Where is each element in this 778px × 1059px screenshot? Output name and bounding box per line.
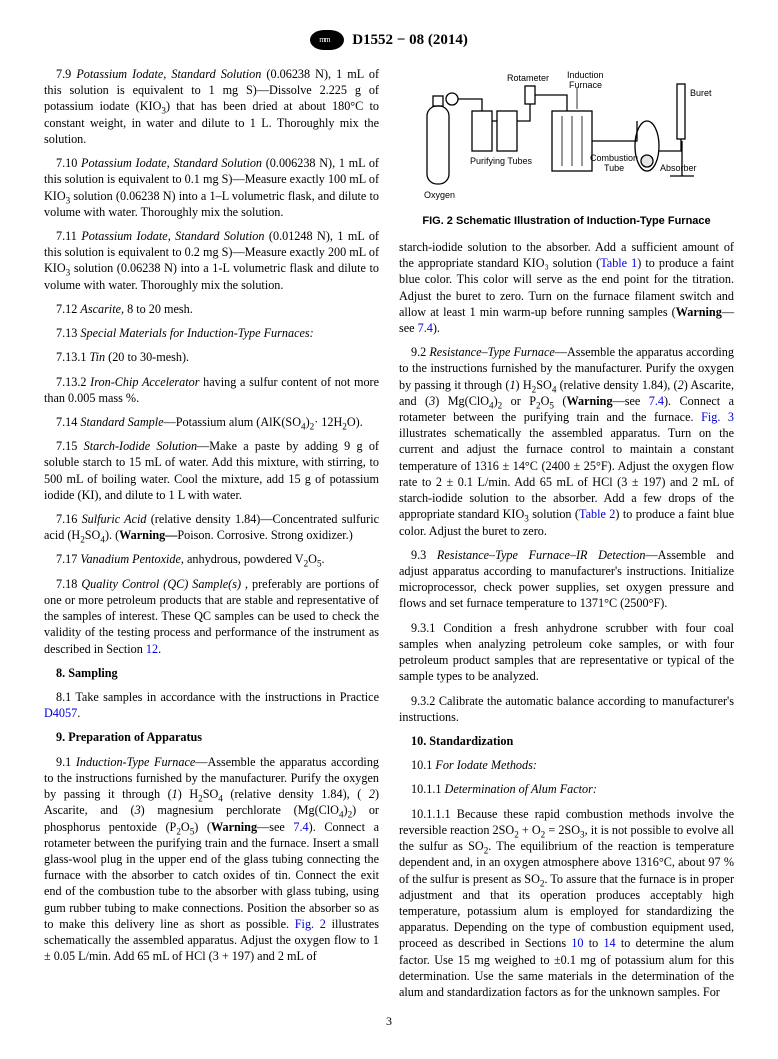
label-rotameter: Rotameter <box>507 73 549 83</box>
link-fig-3[interactable]: Fig. 3 <box>701 410 734 424</box>
para-9-1: 9.1 Induction-Type Furnace—Assemble the … <box>44 754 379 965</box>
label-buret: Buret <box>690 88 712 98</box>
para-8-1: 8.1 Take samples in accordance with the … <box>44 689 379 721</box>
link-section-10[interactable]: 10 <box>571 936 583 950</box>
label-furnace: Furnace <box>569 80 602 90</box>
para-7-10: 7.10 Potassium Iodate, Standard Solution… <box>44 155 379 220</box>
para-7-16: 7.16 Sulfuric Acid (relative density 1.8… <box>44 511 379 543</box>
para-7-12: 7.12 Ascarite, 8 to 20 mesh. <box>44 301 379 317</box>
body-columns: 7.9 Potassium Iodate, Standard Solution … <box>44 66 734 1000</box>
link-7-4-b[interactable]: 7.4 <box>418 321 433 335</box>
label-absorber: Absorber <box>660 163 697 173</box>
heading-9: 9. Preparation of Apparatus <box>44 729 379 745</box>
para-10-1: 10.1 For Iodate Methods: <box>399 757 734 773</box>
para-7-9: 7.9 Potassium Iodate, Standard Solution … <box>44 66 379 147</box>
label-combustion: Combustion <box>590 153 638 163</box>
label-induction: Induction <box>567 70 604 80</box>
para-7-17: 7.17 Vanadium Pentoxide, anhydrous, powd… <box>44 551 379 567</box>
para-7-18: 7.18 Quality Control (QC) Sample(s) , pr… <box>44 576 379 657</box>
para-10-1-1-1: 10.1.1.1 Because these rapid combustion … <box>399 806 734 1001</box>
furnace-schematic-icon: Oxygen Purifying Tubes Rotameter <box>412 66 722 206</box>
link-7-4-a[interactable]: 7.4 <box>293 820 308 834</box>
para-7-15: 7.15 Starch-Iodide Solution—Make a paste… <box>44 438 379 503</box>
label-oxygen: Oxygen <box>424 190 455 200</box>
figure-2-caption: FIG. 2 Schematic Illustration of Inducti… <box>399 214 734 229</box>
label-tube: Tube <box>604 163 624 173</box>
para-9-1-cont: starch-iodide solution to the absorber. … <box>399 239 734 336</box>
astm-logo-icon <box>310 30 344 50</box>
para-9-3-1: 9.3.1 Condition a fresh anhydrone scrubb… <box>399 620 734 685</box>
link-section-12[interactable]: 12 <box>146 642 158 656</box>
para-7-14: 7.14 Standard Sample—Potassium alum (AlK… <box>44 414 379 430</box>
link-table-2[interactable]: Table 2 <box>579 507 615 521</box>
link-d4057[interactable]: D4057 <box>44 706 77 720</box>
para-9-3: 9.3 Resistance–Type Furnace–IR Detection… <box>399 547 734 612</box>
para-10-1-1: 10.1.1 Determination of Alum Factor: <box>399 781 734 797</box>
link-7-4-c[interactable]: 7.4 <box>649 394 664 408</box>
heading-10: 10. Standardization <box>399 733 734 749</box>
link-table-1[interactable]: Table 1 <box>600 256 637 270</box>
link-fig-2[interactable]: Fig. 2 <box>295 917 326 931</box>
para-9-3-2: 9.3.2 Calibrate the automatic balance ac… <box>399 693 734 725</box>
para-7-13-1: 7.13.1 Tin (20 to 30-mesh). <box>44 349 379 365</box>
label-purifying: Purifying Tubes <box>470 156 533 166</box>
para-9-2: 9.2 Resistance–Type Furnace—Assemble the… <box>399 344 734 539</box>
para-7-11: 7.11 Potassium Iodate, Standard Solution… <box>44 228 379 293</box>
page-number: 3 <box>44 1014 734 1029</box>
para-7-13-2: 7.13.2 Iron-Chip Accelerator having a su… <box>44 374 379 406</box>
page-header: D1552 − 08 (2014) <box>44 30 734 50</box>
heading-8: 8. Sampling <box>44 665 379 681</box>
link-section-14[interactable]: 14 <box>603 936 615 950</box>
figure-2-block: Oxygen Purifying Tubes Rotameter <box>399 66 734 229</box>
document-page: D1552 − 08 (2014) 7.9 Potassium Iodate, … <box>0 0 778 1059</box>
para-7-13: 7.13 Special Materials for Induction-Typ… <box>44 325 379 341</box>
document-id: D1552 − 08 (2014) <box>352 32 468 49</box>
